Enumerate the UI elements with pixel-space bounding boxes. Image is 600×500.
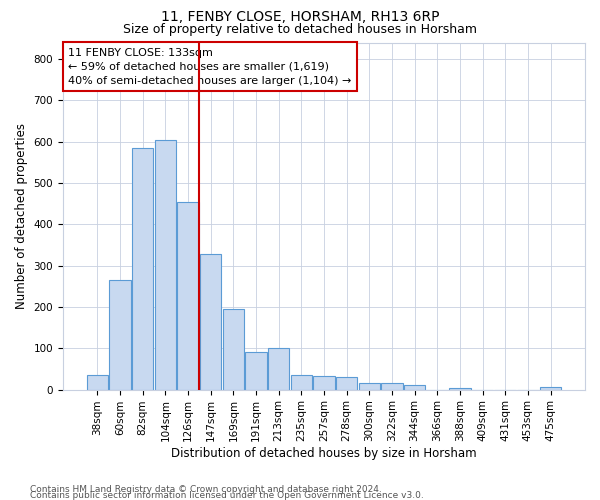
Bar [86,375,108,390]
Bar [155,140,176,390]
Bar [109,280,131,390]
Bar [540,386,561,390]
Text: Contains HM Land Registry data © Crown copyright and database right 2024.: Contains HM Land Registry data © Crown c… [30,484,382,494]
Text: Contains public sector information licensed under the Open Government Licence v3: Contains public sector information licen… [30,490,424,500]
Bar [177,202,199,390]
Text: Size of property relative to detached houses in Horsham: Size of property relative to detached ho… [123,22,477,36]
Bar [336,377,358,390]
Bar [313,376,335,390]
Text: 11 FENBY CLOSE: 133sqm
← 59% of detached houses are smaller (1,619)
40% of semi-: 11 FENBY CLOSE: 133sqm ← 59% of detached… [68,48,352,86]
Bar [449,388,470,390]
Y-axis label: Number of detached properties: Number of detached properties [15,123,28,309]
Text: 11, FENBY CLOSE, HORSHAM, RH13 6RP: 11, FENBY CLOSE, HORSHAM, RH13 6RP [161,10,439,24]
Bar [223,309,244,390]
Bar [381,384,403,390]
Bar [132,148,154,390]
Bar [245,352,267,390]
Bar [200,254,221,390]
Bar [290,375,312,390]
X-axis label: Distribution of detached houses by size in Horsham: Distribution of detached houses by size … [171,447,477,460]
Bar [359,384,380,390]
Bar [404,384,425,390]
Bar [268,348,289,390]
